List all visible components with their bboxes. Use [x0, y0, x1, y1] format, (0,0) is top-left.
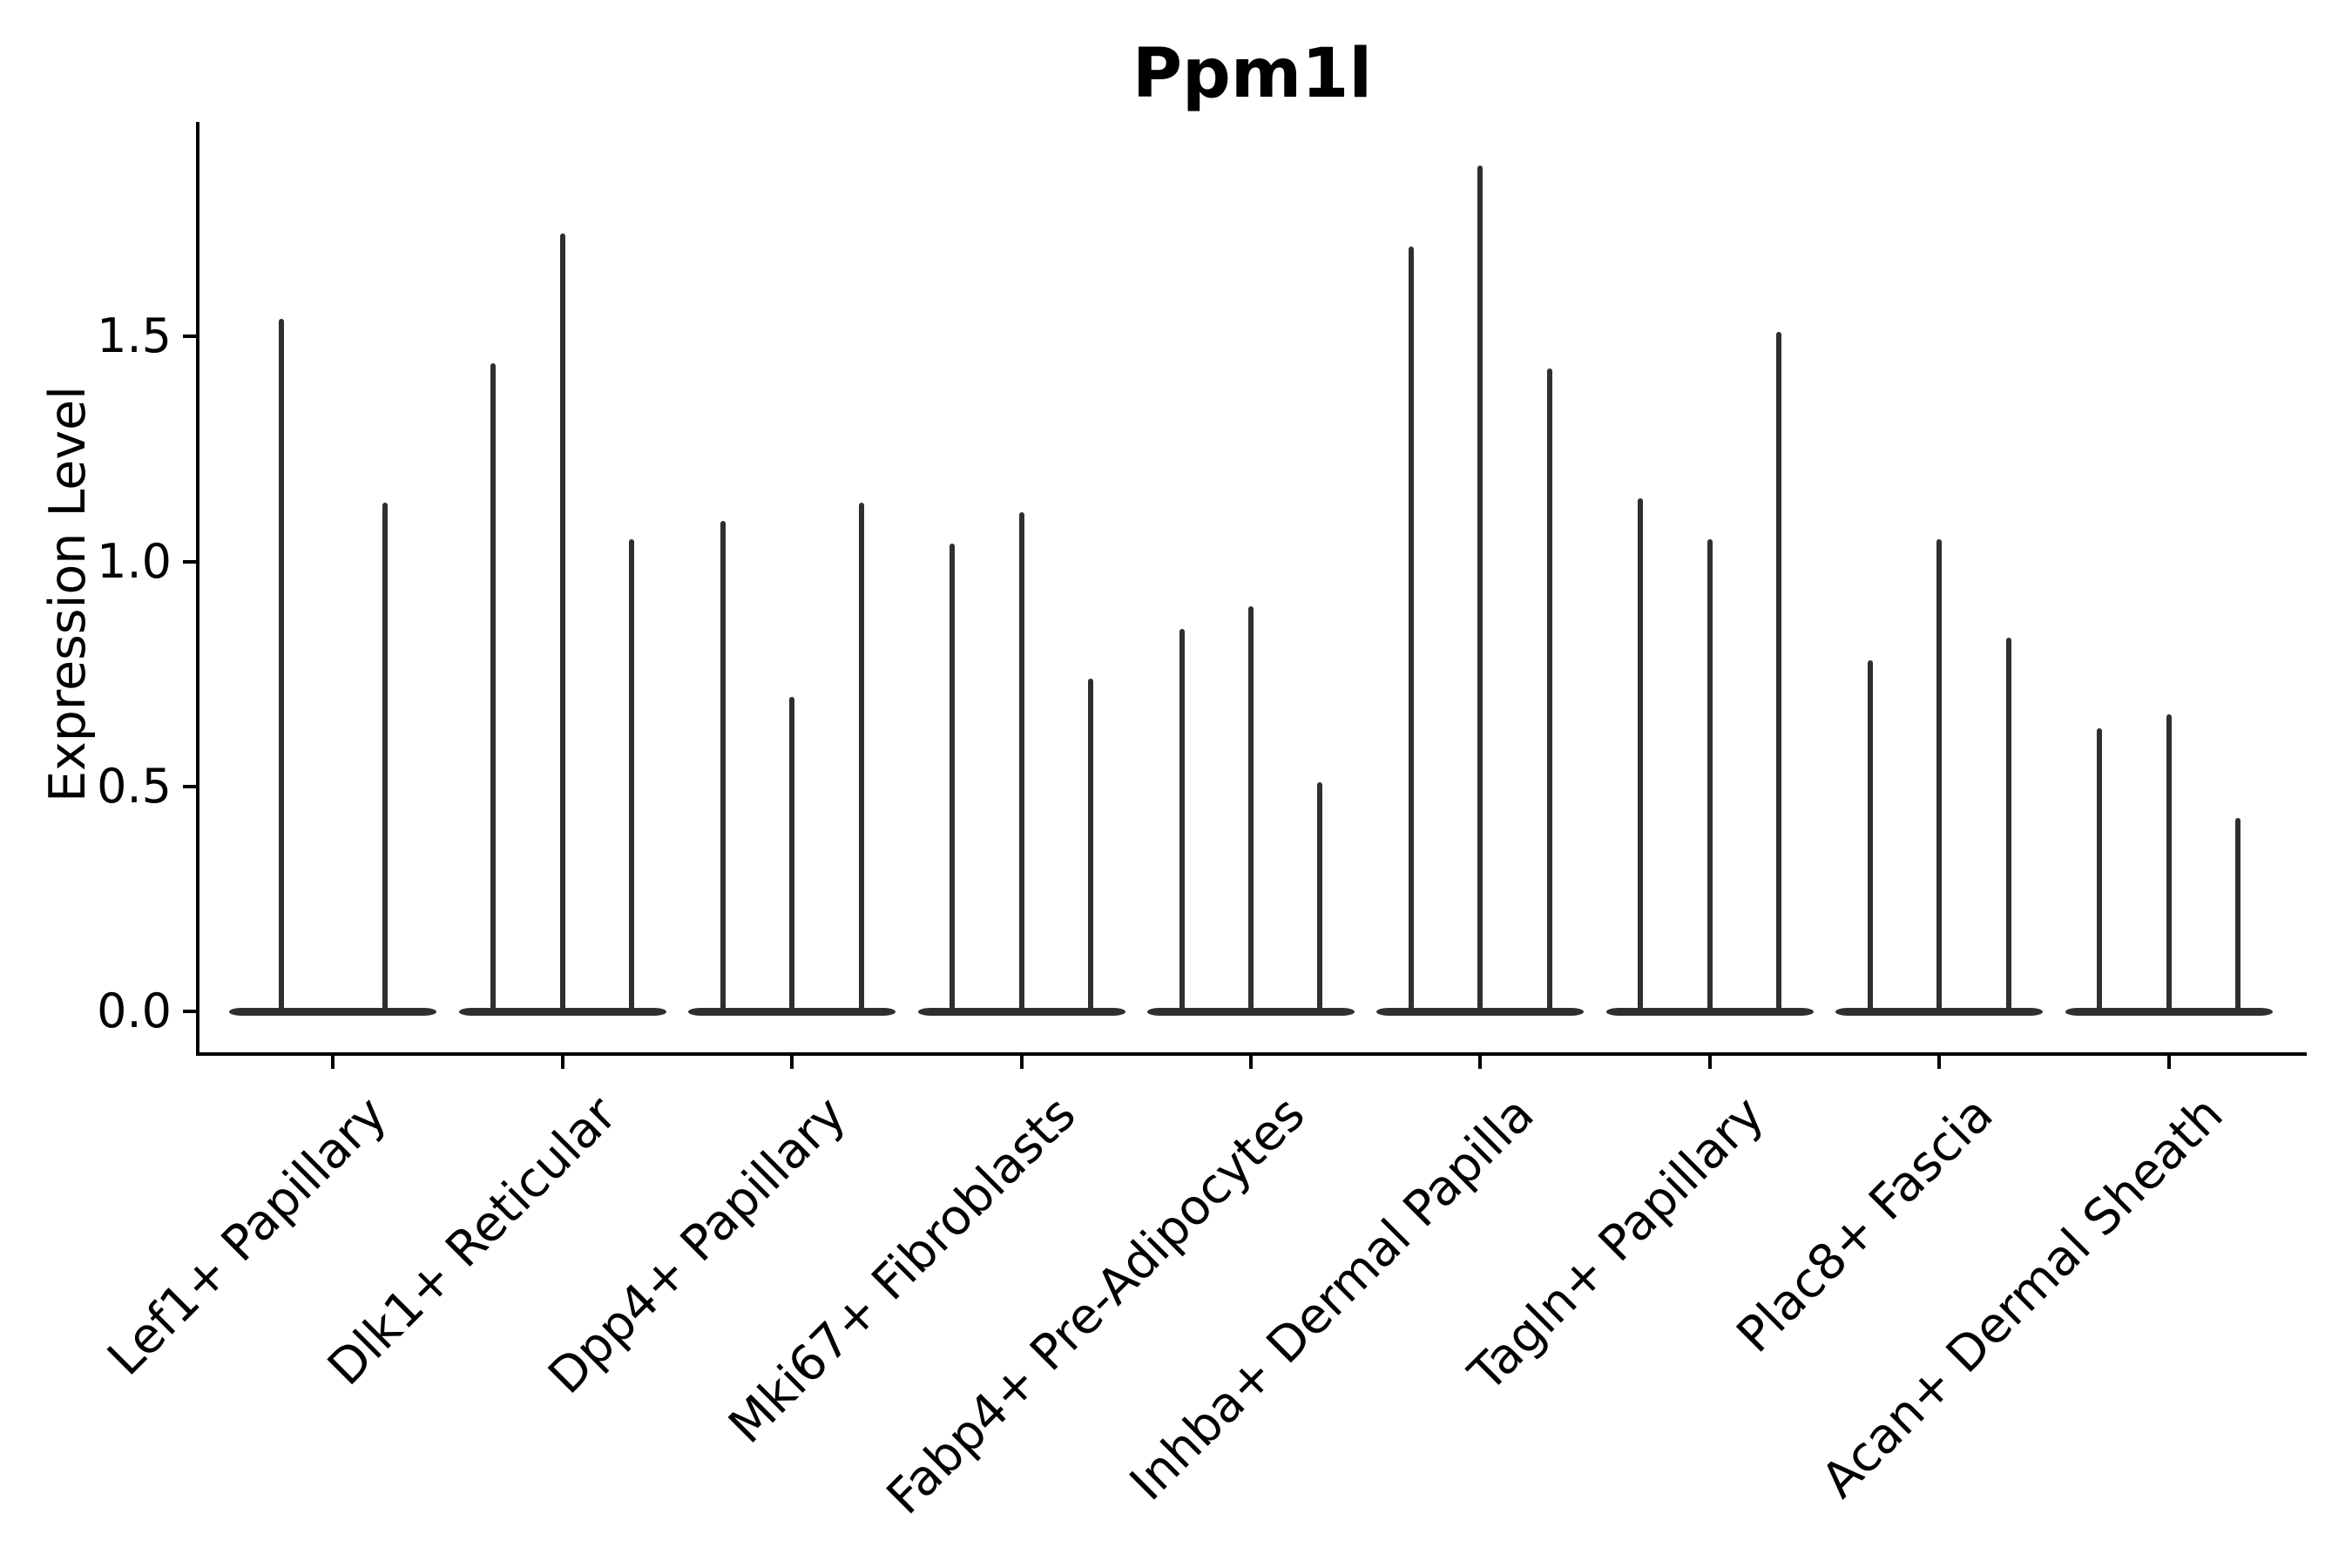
violin-spike [1546, 368, 1552, 1013]
y-tick-mark [183, 335, 196, 339]
violin-spike [490, 363, 497, 1013]
violin-spike [858, 503, 864, 1013]
x-tick-mark [1707, 1056, 1712, 1069]
violin-spike [1018, 511, 1024, 1013]
violin-spike [2097, 727, 2103, 1013]
violin-spike [2234, 817, 2240, 1013]
x-tick-mark [560, 1056, 564, 1069]
violin-spike [1707, 538, 1713, 1013]
violin-spike [1179, 629, 1185, 1013]
y-tick-mark [183, 559, 196, 564]
violin-spike [789, 696, 795, 1013]
y-tick-label: 1.0 [97, 533, 172, 589]
violin-spike [382, 503, 388, 1013]
violin-spike [720, 521, 726, 1013]
x-tick-mark [1937, 1056, 1942, 1069]
y-tick-label: 1.5 [97, 308, 172, 364]
violin-spike [2005, 638, 2011, 1013]
left-spine [196, 122, 199, 1056]
violin-base [229, 1007, 437, 1016]
x-tick-mark [2166, 1056, 2171, 1069]
violin-spike [2166, 714, 2172, 1013]
violin-spike [1409, 247, 1415, 1013]
x-tick-mark [1249, 1056, 1253, 1069]
x-tick-mark [790, 1056, 794, 1069]
y-axis-label: Expression Level [39, 386, 97, 802]
x-tick-mark [1478, 1056, 1483, 1069]
y-tick-label: 0.5 [97, 758, 172, 814]
violin-spike [559, 233, 565, 1013]
violin-spike [1638, 498, 1644, 1013]
violin-spike [950, 543, 956, 1013]
violin-spike [278, 318, 284, 1013]
y-tick-label: 0.0 [97, 983, 172, 1038]
violin-spike [1317, 781, 1323, 1013]
y-tick-mark [183, 784, 196, 788]
bottom-spine [196, 1052, 2307, 1056]
plot-title: Ppm1l [1132, 35, 1373, 113]
violin-spike [1867, 660, 1873, 1013]
x-tick-mark [331, 1056, 335, 1069]
y-tick-mark [183, 1010, 196, 1013]
x-tick-mark [1019, 1056, 1024, 1069]
violin-spike [1087, 678, 1093, 1013]
violin-spike [1776, 332, 1782, 1013]
violin-spike [1936, 538, 1943, 1013]
violin-spike [1248, 606, 1254, 1013]
violin-spike [629, 538, 635, 1013]
violin-spike [1477, 166, 1484, 1013]
